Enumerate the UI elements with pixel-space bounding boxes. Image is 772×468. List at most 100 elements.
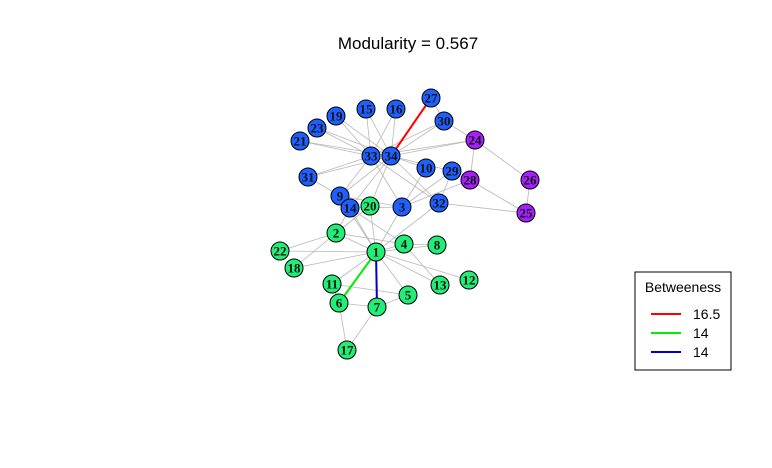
node-6: 6 bbox=[329, 293, 349, 313]
node-label: 25 bbox=[520, 206, 534, 221]
node-circle bbox=[337, 340, 357, 360]
node-circle bbox=[326, 106, 346, 126]
edge bbox=[331, 283, 409, 296]
node-circle bbox=[386, 99, 406, 119]
node-label: 34 bbox=[385, 149, 399, 164]
node-circle bbox=[270, 241, 290, 261]
node-label: 8 bbox=[434, 238, 441, 253]
node-26: 26 bbox=[520, 170, 540, 190]
node-circle bbox=[307, 118, 327, 138]
node-32: 32 bbox=[429, 193, 449, 213]
node-label: 26 bbox=[524, 173, 538, 188]
edge bbox=[390, 120, 445, 157]
edge bbox=[293, 251, 377, 269]
node-label: 20 bbox=[364, 199, 377, 214]
node-circle bbox=[356, 99, 376, 119]
node-3: 3 bbox=[392, 197, 412, 217]
node-1: 1 bbox=[366, 242, 386, 262]
node-label: 21 bbox=[294, 134, 307, 149]
node-circle bbox=[427, 235, 447, 255]
edge bbox=[474, 139, 531, 181]
highlighted-edge bbox=[390, 97, 432, 157]
node-label: 33 bbox=[365, 149, 379, 164]
node-label: 22 bbox=[274, 244, 287, 259]
edge bbox=[370, 120, 445, 157]
node-circle bbox=[442, 161, 462, 181]
node-24: 24 bbox=[465, 130, 485, 150]
node-circle bbox=[366, 242, 386, 262]
node-circle bbox=[329, 293, 349, 313]
node-label: 17 bbox=[341, 343, 355, 358]
node-circle bbox=[361, 146, 381, 166]
legend: Betweeness 16.5 14 14 bbox=[634, 271, 732, 371]
node-circle bbox=[340, 198, 360, 218]
node-circle bbox=[421, 88, 441, 108]
legend-label-2: 14 bbox=[693, 344, 709, 360]
node-14: 14 bbox=[340, 198, 360, 218]
node-15: 15 bbox=[356, 99, 376, 119]
edge bbox=[299, 140, 372, 157]
node-4: 4 bbox=[394, 234, 414, 254]
edge bbox=[401, 179, 471, 208]
legend-label-0: 16.5 bbox=[693, 306, 720, 322]
node-label: 24 bbox=[469, 133, 483, 148]
edge bbox=[279, 232, 337, 252]
node-circle bbox=[460, 170, 480, 190]
node-label: 12 bbox=[463, 273, 476, 288]
node-22: 22 bbox=[270, 241, 290, 261]
legend-label-1: 14 bbox=[693, 325, 709, 341]
edge bbox=[335, 115, 392, 157]
edge bbox=[375, 202, 440, 253]
node-label: 19 bbox=[330, 109, 344, 124]
edge bbox=[349, 207, 405, 245]
node-circle bbox=[392, 197, 412, 217]
edge bbox=[375, 251, 441, 286]
node-29: 29 bbox=[442, 161, 462, 181]
plot-title: Modularity = 0.567 bbox=[338, 34, 478, 53]
edge bbox=[401, 170, 453, 208]
node-label: 31 bbox=[302, 170, 315, 185]
node-circle bbox=[367, 297, 387, 317]
node-label: 7 bbox=[374, 300, 381, 315]
node-5: 5 bbox=[398, 285, 418, 305]
node-10: 10 bbox=[416, 158, 436, 178]
node-circle bbox=[434, 111, 454, 131]
node-label: 27 bbox=[425, 91, 439, 106]
node-label: 30 bbox=[438, 114, 451, 129]
edge bbox=[370, 155, 403, 208]
node-label: 5 bbox=[405, 288, 412, 303]
edge bbox=[390, 155, 440, 204]
node-34: 34 bbox=[381, 146, 401, 166]
node-circle bbox=[360, 196, 380, 216]
node-label: 9 bbox=[337, 189, 344, 204]
node-23: 23 bbox=[307, 118, 327, 138]
node-label: 16 bbox=[390, 102, 404, 117]
node-label: 10 bbox=[420, 161, 433, 176]
node-label: 32 bbox=[433, 196, 446, 211]
node-20: 20 bbox=[360, 196, 380, 216]
edge bbox=[316, 127, 372, 157]
node-label: 29 bbox=[446, 164, 460, 179]
edge bbox=[469, 179, 527, 214]
node-27: 27 bbox=[421, 88, 441, 108]
node-label: 2 bbox=[333, 226, 340, 241]
node-11: 11 bbox=[322, 274, 342, 294]
node-label: 13 bbox=[434, 278, 448, 293]
node-label: 23 bbox=[311, 121, 325, 136]
edge bbox=[370, 155, 440, 204]
legend-title: Betweeness bbox=[645, 279, 721, 295]
node-17: 17 bbox=[337, 340, 357, 360]
node-12: 12 bbox=[459, 270, 479, 290]
node-label: 28 bbox=[464, 173, 478, 188]
edge bbox=[307, 155, 372, 178]
node-label: 11 bbox=[326, 277, 338, 292]
node-label: 6 bbox=[336, 296, 343, 311]
node-28: 28 bbox=[460, 170, 480, 190]
highlighted-edge bbox=[338, 251, 377, 304]
node-circle bbox=[465, 130, 485, 150]
node-8: 8 bbox=[427, 235, 447, 255]
node-circle bbox=[326, 223, 346, 243]
node-31: 31 bbox=[298, 167, 318, 187]
node-label: 15 bbox=[360, 102, 374, 117]
edge bbox=[438, 202, 527, 214]
